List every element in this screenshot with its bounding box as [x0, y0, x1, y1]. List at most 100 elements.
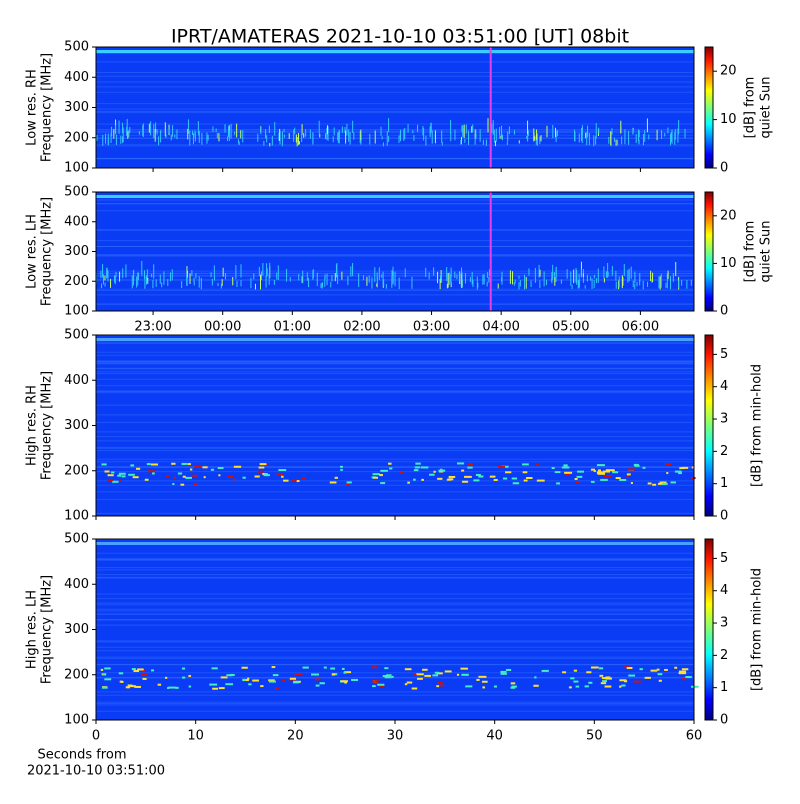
spectrogram-texture [574, 478, 578, 481]
spectrogram-texture [181, 462, 187, 465]
spectrogram-texture [413, 478, 416, 481]
spectrogram-texture [104, 470, 110, 473]
colorbar-label: [dB] from [743, 221, 758, 283]
colorbar-tick-label: 3 [720, 616, 728, 631]
spectrogram-texture [110, 471, 115, 474]
colorbar [704, 538, 714, 721]
x-axis-label: Seconds from [37, 748, 126, 763]
spectrogram-texture [147, 470, 155, 473]
spectrogram-texture [142, 677, 147, 680]
spectrogram-texture [647, 482, 652, 485]
spectrogram-texture [181, 667, 186, 670]
y-axis-label: Frequency [MHz] [40, 575, 55, 684]
colorbar-tick-label: 2 [720, 648, 728, 663]
spectrogram-texture [104, 667, 111, 670]
spectrogram-texture [600, 478, 608, 481]
spectrogram-texture [586, 671, 592, 674]
spectrogram-texture [96, 542, 694, 545]
colorbar-tick-label: 4 [720, 379, 728, 394]
spectrogram-texture [271, 666, 276, 669]
colorbar-tick-label: 3 [720, 412, 728, 427]
y-tick-label: 500 [64, 328, 89, 343]
spectrogram-texture [101, 686, 108, 689]
x-tick-label: 02:00 [343, 320, 380, 335]
spectrogram-texture [576, 475, 583, 478]
spectrogram-texture [436, 672, 443, 675]
spectrogram [96, 335, 694, 516]
spectrogram-texture [384, 667, 389, 670]
spectrogram-texture [690, 477, 696, 480]
spectrogram-texture [584, 685, 589, 688]
y-axis-label: Frequency [MHz] [40, 53, 55, 162]
spectrogram-texture [194, 465, 202, 468]
colorbar-tick-label: 4 [720, 583, 728, 598]
spectrogram-texture [217, 466, 224, 469]
spectrogram-texture [665, 463, 672, 466]
spectrogram-texture [372, 476, 379, 479]
spectrogram-texture [202, 466, 208, 469]
y-tick-label: 500 [64, 532, 89, 547]
spectrogram-texture [534, 676, 537, 679]
spectrogram-texture [659, 481, 667, 484]
spectrogram-texture [107, 474, 114, 477]
x-tick-label: 40 [486, 729, 503, 744]
spectrogram-texture [254, 475, 260, 478]
spectrogram-texture [374, 680, 380, 683]
spectrogram-texture [624, 680, 628, 683]
spectrogram-texture [556, 482, 560, 485]
spectrogram-texture [630, 481, 633, 484]
spectrogram-texture [619, 479, 627, 482]
spectrogram-texture [388, 462, 392, 465]
spectrogram-texture [656, 668, 660, 671]
spectrogram-texture [478, 475, 484, 478]
spectrogram-texture [211, 667, 218, 670]
x-tick-label: 10 [187, 729, 204, 744]
y-axis-label: Low res. RH [25, 69, 40, 146]
spectrogram-texture [511, 685, 517, 688]
spectrogram-texture [128, 685, 136, 688]
spectrogram-texture [598, 667, 604, 670]
spectrogram-texture [563, 464, 568, 467]
spectrogram-texture [639, 668, 643, 671]
spectrogram-texture [406, 681, 413, 684]
spectrogram-texture [590, 480, 595, 483]
spectrogram-texture [414, 466, 420, 469]
spectrogram-texture [577, 470, 584, 473]
spectrogram-texture [460, 667, 468, 670]
spectrogram-texture [522, 471, 528, 474]
spectrogram-texture [626, 476, 629, 479]
colorbar-label: quiet Sun [759, 76, 774, 138]
spectrogram-texture [292, 681, 300, 684]
spectrogram-texture [268, 679, 275, 682]
spectrogram-texture [411, 687, 418, 690]
spectrogram-texture [248, 683, 252, 686]
spectrogram-texture [679, 467, 685, 470]
spectrogram-texture [461, 469, 465, 472]
spectrogram-texture [152, 472, 155, 475]
spectrogram-texture [175, 686, 179, 689]
y-tick-label: 100 [64, 304, 89, 319]
spectrogram-texture [150, 669, 155, 672]
spectrogram-texture [289, 677, 297, 680]
spectrogram-texture [536, 479, 545, 482]
y-tick-label: 400 [64, 373, 89, 388]
spectrogram-texture [151, 463, 158, 466]
spectrogram-texture [658, 679, 662, 682]
spectrogram-texture [140, 673, 148, 676]
colorbar-tick-label: 2 [720, 444, 728, 459]
spectrogram-texture [570, 677, 575, 680]
spectrogram-texture [372, 685, 376, 688]
colorbar-tick-label: 1 [720, 680, 728, 695]
spectrogram-texture [340, 468, 343, 471]
y-tick-label: 100 [64, 713, 89, 728]
spectrogram-texture [371, 680, 375, 683]
spectrogram-texture [438, 469, 446, 472]
spectrogram-texture [500, 670, 507, 673]
colorbar-label: [dB] from min-hold [750, 364, 765, 487]
y-tick-label: 400 [64, 70, 89, 85]
x-tick-label: 01:00 [274, 320, 311, 335]
spectrogram-texture [432, 674, 439, 677]
spectrogram-texture [345, 483, 349, 486]
spectrogram-texture [386, 674, 392, 677]
spectrogram-texture [511, 477, 518, 480]
